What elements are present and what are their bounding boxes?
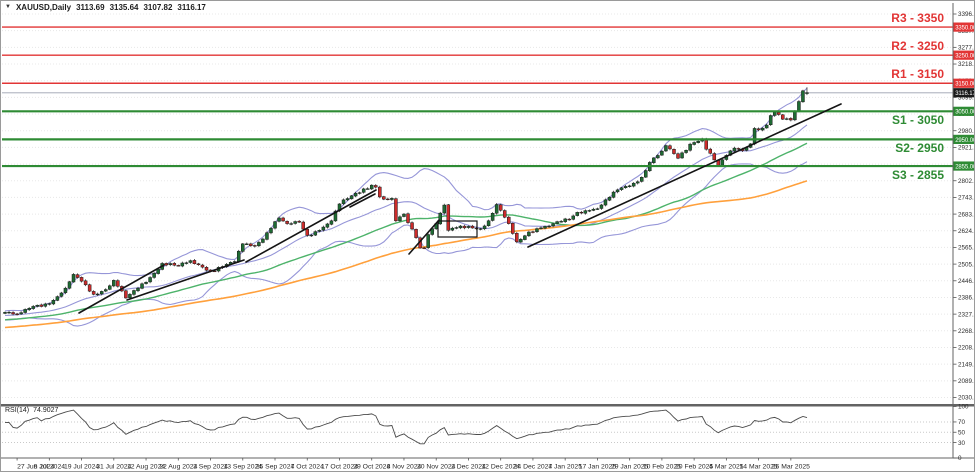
chart-title: ▼ XAUUSD,Daily 3113.69 3135.64 3107.82 3… xyxy=(5,3,206,12)
consolidation-box[interactable] xyxy=(437,220,478,238)
svg-text:13 Sep 2024: 13 Sep 2024 xyxy=(223,464,262,471)
svg-text:3050.00: 3050.00 xyxy=(955,110,975,116)
price-axis-badges: 3350.00 3250.00 3150.00 3050.00 2950.00 2855.… xyxy=(953,22,975,171)
svg-text:12 Aug 2024: 12 Aug 2024 xyxy=(127,464,165,471)
support-label-s1[interactable]: S1 - 3050 xyxy=(891,113,944,128)
svg-text:3 Sep 2024: 3 Sep 2024 xyxy=(193,464,228,471)
resistance-label-r3[interactable]: R3 - 3350 xyxy=(891,11,944,26)
svg-text:27 Jun 2024: 27 Jun 2024 xyxy=(17,464,55,471)
ohlc-high: 3135.64 xyxy=(109,3,139,12)
svg-text:3116.17: 3116.17 xyxy=(955,91,975,97)
ohlc-close: 3116.17 xyxy=(177,3,206,12)
svg-text:2 Dec 2024: 2 Dec 2024 xyxy=(451,464,486,471)
svg-text:20 Nov 2024: 20 Nov 2024 xyxy=(417,464,456,471)
support-level-lines[interactable] xyxy=(2,110,953,168)
rsi-guides xyxy=(2,421,953,444)
resistance-label-r2[interactable]: R2 - 3250 xyxy=(891,39,944,54)
rsi-name: RSI(14) xyxy=(5,407,30,414)
svg-text:2089.90: 2089.90 xyxy=(958,378,975,385)
trendlines[interactable] xyxy=(78,103,842,314)
svg-text:19 Jul 2024: 19 Jul 2024 xyxy=(64,464,99,471)
svg-text:25 Sep 2024: 25 Sep 2024 xyxy=(256,464,295,471)
rsi-indicator-label: RSI(14) 74.9027 xyxy=(5,407,58,415)
svg-text:3218.50: 3218.50 xyxy=(958,61,975,68)
svg-text:2446.30: 2446.30 xyxy=(958,278,975,285)
pane-frame xyxy=(1,3,974,459)
svg-text:4 Mar 2025: 4 Mar 2025 xyxy=(709,464,744,471)
svg-text:0: 0 xyxy=(958,455,962,462)
svg-text:30: 30 xyxy=(958,440,966,447)
svg-text:3150.00: 3150.00 xyxy=(955,82,975,88)
svg-text:2921.50: 2921.50 xyxy=(958,145,975,152)
svg-text:22 Aug 2024: 22 Aug 2024 xyxy=(159,464,197,471)
svg-text:2950.00: 2950.00 xyxy=(955,138,975,144)
svg-text:70: 70 xyxy=(958,419,966,426)
candles xyxy=(3,87,809,316)
svg-text:3277.90: 3277.90 xyxy=(958,45,975,52)
svg-text:3099.70: 3099.70 xyxy=(958,95,975,102)
svg-text:2980.90: 2980.90 xyxy=(958,128,975,135)
svg-text:3350.00: 3350.00 xyxy=(955,26,975,32)
svg-text:2855.00: 2855.00 xyxy=(955,164,975,170)
svg-text:100: 100 xyxy=(958,404,969,411)
svg-text:29 Oct 2024: 29 Oct 2024 xyxy=(353,464,390,471)
price-gridlines xyxy=(2,13,953,398)
svg-text:26 Mar 2025: 26 Mar 2025 xyxy=(772,464,810,471)
symbol-period-label: XAUUSD,Daily xyxy=(15,3,72,12)
symbol-marker-icon: ▼ xyxy=(5,4,11,10)
ohlc-open: 3113.69 xyxy=(76,3,105,12)
svg-text:2208.70: 2208.70 xyxy=(958,345,975,352)
svg-text:2505.70: 2505.70 xyxy=(958,261,975,268)
svg-text:2624.50: 2624.50 xyxy=(958,228,975,235)
svg-text:7 Jan 2025: 7 Jan 2025 xyxy=(548,464,582,471)
support-label-s3[interactable]: S3 - 2855 xyxy=(891,168,944,183)
svg-text:12 Dec 2024: 12 Dec 2024 xyxy=(481,464,520,471)
svg-text:2802.70: 2802.70 xyxy=(958,178,975,185)
svg-text:2268.10: 2268.10 xyxy=(958,328,975,335)
svg-text:14 Mar 2025: 14 Mar 2025 xyxy=(740,464,778,471)
ma-orange-line xyxy=(4,180,808,329)
rsi-value: 74.9027 xyxy=(33,407,59,414)
support-label-s2[interactable]: S2- 2950 xyxy=(895,141,944,156)
svg-text:7 Oct 2024: 7 Oct 2024 xyxy=(291,464,324,471)
svg-text:2386.90: 2386.90 xyxy=(958,295,975,302)
svg-text:3396.70: 3396.70 xyxy=(958,11,975,18)
ohlc-low: 3107.82 xyxy=(143,3,173,12)
rsi-line xyxy=(4,409,808,445)
svg-text:17 Oct 2024: 17 Oct 2024 xyxy=(321,464,358,471)
svg-text:2743.30: 2743.30 xyxy=(958,195,975,202)
svg-text:17 Jan 2025: 17 Jan 2025 xyxy=(579,464,617,471)
svg-text:29 Jan 2025: 29 Jan 2025 xyxy=(611,464,649,471)
svg-text:8 Nov 2024: 8 Nov 2024 xyxy=(387,464,422,471)
svg-text:3250.00: 3250.00 xyxy=(955,54,975,60)
svg-text:24 Dec 2024: 24 Dec 2024 xyxy=(514,464,553,471)
svg-text:2327.50: 2327.50 xyxy=(958,311,975,318)
svg-text:2149.30: 2149.30 xyxy=(958,361,975,368)
svg-text:2030.50: 2030.50 xyxy=(958,395,975,402)
rsi-scale-labels: 100 70 50 30 0 xyxy=(953,404,969,462)
ma-green-line xyxy=(4,142,808,321)
resistance-label-r1[interactable]: R1 - 3150 xyxy=(891,67,944,82)
svg-text:2683.90: 2683.90 xyxy=(958,211,975,218)
y-axis-labels: 3396.703337.303277.903218.503159.103099.… xyxy=(953,11,975,402)
resistance-level-lines[interactable] xyxy=(2,26,953,84)
svg-text:10 Feb 2025: 10 Feb 2025 xyxy=(643,464,681,471)
svg-text:9 Jul 2024: 9 Jul 2024 xyxy=(34,464,66,471)
svg-text:31 Jul 2024: 31 Jul 2024 xyxy=(96,464,131,471)
svg-text:2565.10: 2565.10 xyxy=(958,245,975,252)
svg-text:50: 50 xyxy=(958,429,966,436)
svg-text:20 Feb 2025: 20 Feb 2025 xyxy=(675,464,713,471)
